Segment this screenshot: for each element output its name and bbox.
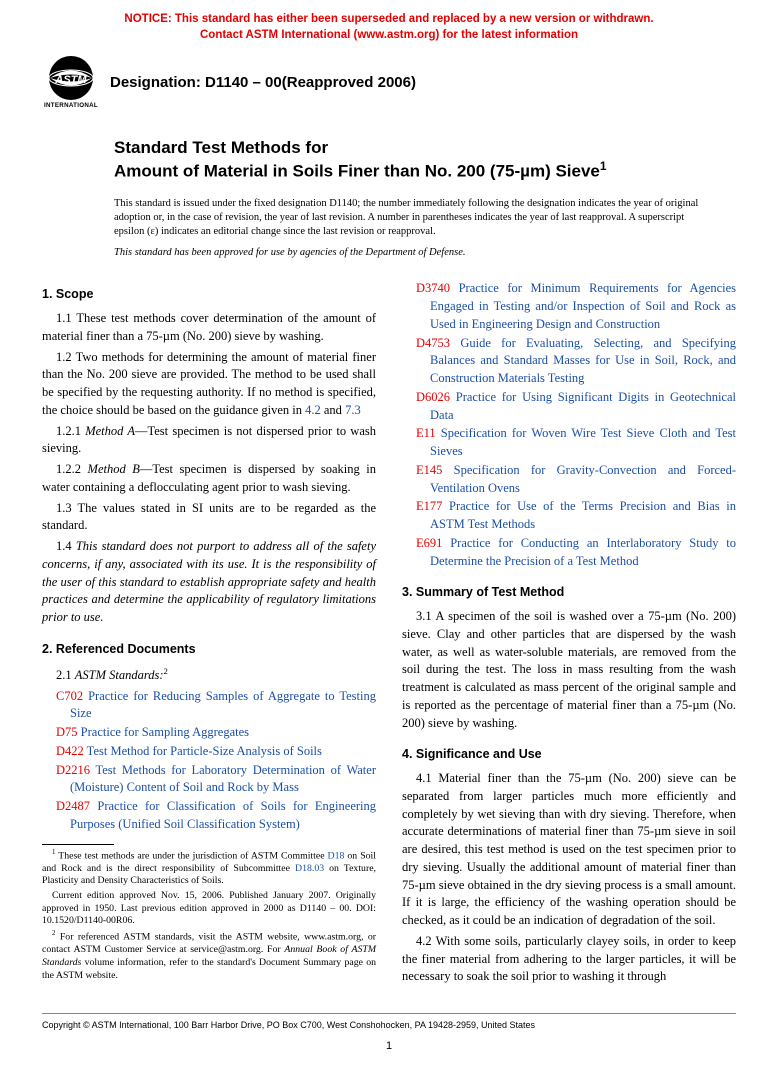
reference-entry[interactable]: D2487 Practice for Classification of Soi… <box>42 798 376 834</box>
dod-approval-note: This standard has been approved for use … <box>114 247 736 258</box>
method-b-label: Method B <box>88 462 140 476</box>
reference-title: Practice for Conducting an Interlaborato… <box>430 536 736 568</box>
para-num: 1.2.1 <box>56 424 85 438</box>
footnote-rule <box>42 844 114 845</box>
footnote-2-mark: 2 <box>164 666 168 676</box>
title-block: Standard Test Methods for Amount of Mate… <box>114 137 736 183</box>
reference-title: Practice for Sampling Aggregates <box>78 725 249 739</box>
page-number: 1 <box>42 1040 736 1052</box>
svg-text:ASTM: ASTM <box>54 74 87 86</box>
footnote-1b: Current edition approved Nov. 15, 2006. … <box>42 890 376 928</box>
footnote-1: 1 These test methods are under the juris… <box>42 849 376 888</box>
designation-suffix: (Reapproved 2006) <box>282 74 416 91</box>
right-column: D3740 Practice for Minimum Requirements … <box>402 280 736 989</box>
reference-code: D2216 <box>56 763 90 777</box>
para-3-1: 3.1 A specimen of the soil is washed ove… <box>402 608 736 732</box>
reference-title: Practice for Minimum Requirements for Ag… <box>430 281 736 331</box>
referenced-docs-heading: 2. Referenced Documents <box>42 641 376 659</box>
reference-code: E145 <box>416 463 442 477</box>
reference-code: E177 <box>416 499 442 513</box>
reference-entry[interactable]: C702 Practice for Reducing Samples of Ag… <box>42 688 376 724</box>
designation-prefix: Designation: D1140 – 00 <box>110 74 282 91</box>
significance-heading: 4. Significance and Use <box>402 746 736 764</box>
reference-entry[interactable]: D6026 Practice for Using Significant Dig… <box>402 389 736 425</box>
reference-entry[interactable]: D4753 Guide for Evaluating, Selecting, a… <box>402 335 736 388</box>
reference-entry[interactable]: D422 Test Method for Particle-Size Analy… <box>42 743 376 761</box>
copyright-text: Copyright © ASTM International, 100 Barr… <box>42 1020 535 1030</box>
para-4-2: 4.2 With some soils, particularly clayey… <box>402 933 736 986</box>
reference-title: Specification for Gravity-Convection and… <box>430 463 736 495</box>
sec-num: 2.1 <box>56 668 75 682</box>
para-4-1: 4.1 Material finer than the 75-µm (No. 2… <box>402 770 736 930</box>
reference-title: Test Methods for Laboratory Determinatio… <box>70 763 376 795</box>
reference-code: E691 <box>416 536 442 550</box>
reference-code: E11 <box>416 426 436 440</box>
xref-7-3[interactable]: 7.3 <box>345 403 361 417</box>
reference-code: D422 <box>56 744 84 758</box>
left-column: 1. Scope 1.1 These test methods cover de… <box>42 280 376 989</box>
reference-entry[interactable]: D75 Practice for Sampling Aggregates <box>42 724 376 742</box>
para-num: 1.2.2 <box>56 462 88 476</box>
astm-standards-text: ASTM Standards: <box>75 668 164 682</box>
right-reference-list: D3740 Practice for Minimum Requirements … <box>402 280 736 570</box>
reference-code: C702 <box>56 689 83 703</box>
svg-text:INTERNATIONAL: INTERNATIONAL <box>44 102 98 109</box>
issued-note: This standard is issued under the fixed … <box>114 197 706 240</box>
reference-title: Practice for Use of the Terms Precision … <box>430 499 736 531</box>
para-1-2-1: 1.2.1 Method A—Test specimen is not disp… <box>42 423 376 459</box>
reference-title: Specification for Woven Wire Test Sieve … <box>430 426 736 458</box>
reference-title: Practice for Classification of Soils for… <box>70 799 376 831</box>
reference-title: Practice for Using Significant Digits in… <box>430 390 736 422</box>
page-footer: Copyright © ASTM International, 100 Barr… <box>42 1013 736 1052</box>
method-a-label: Method A <box>85 424 135 438</box>
footnote-2: 2 For referenced ASTM standards, visit t… <box>42 930 376 982</box>
xref-d18[interactable]: D18 <box>328 850 345 861</box>
reference-entry[interactable]: E145 Specification for Gravity-Convectio… <box>402 462 736 498</box>
reference-entry[interactable]: D2216 Test Methods for Laboratory Determ… <box>42 762 376 798</box>
summary-heading: 3. Summary of Test Method <box>402 584 736 602</box>
standard-title: Standard Test Methods for Amount of Mate… <box>114 137 736 183</box>
reference-code: D6026 <box>416 390 450 404</box>
reference-title: Test Method for Particle-Size Analysis o… <box>84 744 322 758</box>
notice-banner: NOTICE: This standard has either been su… <box>42 12 736 43</box>
reference-entry[interactable]: E11 Specification for Woven Wire Test Si… <box>402 425 736 461</box>
para-1-2-2: 1.2.2 Method B—Test specimen is disperse… <box>42 461 376 497</box>
para-1-4: 1.4 This standard does not purport to ad… <box>42 538 376 627</box>
reference-code: D3740 <box>416 281 450 295</box>
designation: Designation: D1140 – 00(Reapproved 2006) <box>110 74 416 91</box>
xref-4-2[interactable]: 4.2 <box>305 403 321 417</box>
reference-code: D4753 <box>416 336 450 350</box>
notice-line-2: Contact ASTM International (www.astm.org… <box>200 29 578 41</box>
reference-entry[interactable]: E177 Practice for Use of the Terms Preci… <box>402 498 736 534</box>
title-line-2: Amount of Material in Soils Finer than N… <box>114 162 600 181</box>
para-1-3: 1.3 The values stated in SI units are to… <box>42 500 376 536</box>
reference-code: D2487 <box>56 799 90 813</box>
para-1-2: 1.2 Two methods for determining the amou… <box>42 349 376 420</box>
title-line-1: Standard Test Methods for <box>114 138 328 157</box>
para-1-1: 1.1 These test methods cover determinati… <box>42 310 376 346</box>
columns: 1. Scope 1.1 These test methods cover de… <box>42 280 736 989</box>
left-reference-list: C702 Practice for Reducing Samples of Ag… <box>42 688 376 834</box>
reference-entry[interactable]: E691 Practice for Conducting an Interlab… <box>402 535 736 571</box>
scope-heading: 1. Scope <box>42 286 376 304</box>
reference-title: Guide for Evaluating, Selecting, and Spe… <box>430 336 736 386</box>
astm-standards-label: 2.1 ASTM Standards:2 <box>42 665 376 685</box>
and-text: and <box>321 403 345 417</box>
header-row: ASTM INTERNATIONAL Designation: D1140 – … <box>42 53 736 111</box>
reference-entry[interactable]: D3740 Practice for Minimum Requirements … <box>402 280 736 333</box>
notice-line-1: NOTICE: This standard has either been su… <box>124 13 653 25</box>
reference-title: Practice for Reducing Samples of Aggrega… <box>70 689 376 721</box>
astm-logo: ASTM INTERNATIONAL <box>42 53 100 111</box>
page: NOTICE: This standard has either been su… <box>0 0 778 1072</box>
xref-d18-03[interactable]: D18.03 <box>295 863 324 874</box>
reference-code: D75 <box>56 725 78 739</box>
title-footnote-mark: 1 <box>600 159 607 173</box>
safety-disclaimer: This standard does not purport to addres… <box>42 539 376 624</box>
